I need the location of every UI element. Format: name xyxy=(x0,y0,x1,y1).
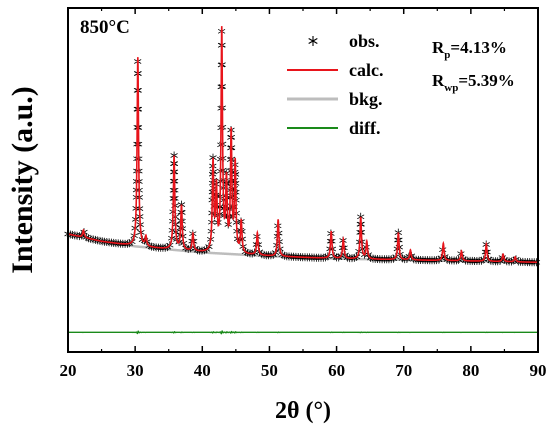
x-axis-label: 2θ (°) xyxy=(275,398,331,424)
x-tick-label: 40 xyxy=(194,361,211,380)
rwp-annotation: Rwp=5.39% xyxy=(432,71,515,94)
rp-annotation: Rp=4.13% xyxy=(432,38,507,61)
y-axis-label: Intensity (a.u.) xyxy=(6,86,39,274)
legend-item-calc: calc. xyxy=(287,60,383,80)
x-tick-label: 50 xyxy=(261,361,278,380)
x-tick-label: 30 xyxy=(127,361,144,380)
x-tick-label: 60 xyxy=(328,361,345,380)
ticks-layer: 20 30 40 50 60 70 80 90 xyxy=(60,8,547,380)
x-tick-label: 90 xyxy=(530,361,547,380)
legend-item-obs: obs. xyxy=(308,31,380,51)
x-tick-label: 20 xyxy=(60,361,77,380)
legend-label: bkg. xyxy=(349,89,383,109)
series-obs-markers xyxy=(64,27,541,267)
legend-item-diff: diff. xyxy=(287,118,381,138)
obs-asterisks xyxy=(64,27,541,267)
series-line-calc xyxy=(67,26,538,264)
series-line-diff xyxy=(68,330,538,335)
legend-label: diff. xyxy=(349,118,381,138)
legend-swatch-asterisk xyxy=(308,36,318,46)
x-tick-label: 80 xyxy=(462,361,479,380)
chart-title: 850°C xyxy=(80,17,130,38)
legend-label: obs. xyxy=(349,31,380,51)
x-tick-label: 70 xyxy=(395,361,412,380)
legend-item-bkg: bkg. xyxy=(287,89,383,109)
legend-label: calc. xyxy=(349,60,383,80)
legend: obs. calc. bkg. diff. xyxy=(287,31,383,138)
series-layer xyxy=(64,26,541,335)
